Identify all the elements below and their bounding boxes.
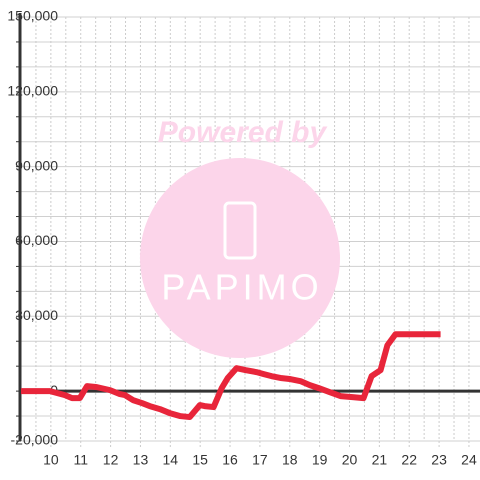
watermark-phone — [223, 201, 257, 260]
y-tick-label: -20,000 — [11, 432, 59, 448]
x-tick-label: 14 — [163, 452, 179, 468]
y-tick-label: 90,000 — [15, 157, 58, 173]
x-tick-label: 19 — [312, 452, 328, 468]
x-tick-label: 17 — [252, 452, 268, 468]
x-tick-label: 10 — [43, 452, 59, 468]
x-tick-label: 24 — [461, 452, 477, 468]
x-tick-label: 21 — [372, 452, 388, 468]
x-tick-label: 15 — [192, 452, 208, 468]
y-tick-label: 150,000 — [7, 8, 58, 24]
x-tick-label: 22 — [401, 452, 417, 468]
y-tick-label: 120,000 — [7, 83, 58, 99]
x-tick-label: 18 — [282, 452, 298, 468]
x-tick-label: 23 — [431, 452, 447, 468]
watermark-text: Powered by — [158, 116, 328, 149]
data-line — [21, 331, 441, 421]
x-tick-label: 16 — [222, 452, 238, 468]
y-tick-label: 30,000 — [15, 307, 58, 323]
x-tick-label: 11 — [73, 452, 88, 468]
x-tick-label: 20 — [342, 452, 358, 468]
watermark-brand: PAPIMO — [161, 267, 322, 308]
x-tick-label: 12 — [103, 452, 119, 468]
y-tick-label: 60,000 — [15, 232, 58, 248]
x-tick-label: 13 — [133, 452, 149, 468]
